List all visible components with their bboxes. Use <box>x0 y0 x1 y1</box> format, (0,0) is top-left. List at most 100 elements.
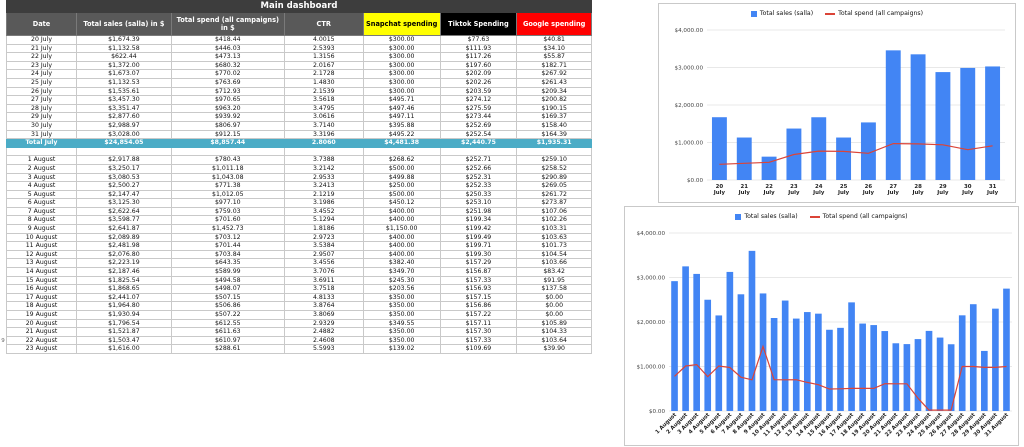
table-cell[interactable]: $199.34 <box>439 215 518 226</box>
empty-cell[interactable] <box>6 146 77 157</box>
table-cell[interactable]: $157.11 <box>439 318 518 329</box>
table-cell[interactable]: $2,441.07 <box>76 292 172 303</box>
table-cell[interactable]: $400.00 <box>362 215 441 226</box>
table-cell[interactable]: 3.8764 <box>283 301 364 311</box>
table-cell[interactable]: $400.00 <box>362 249 441 260</box>
table-cell[interactable]: $2,089.89 <box>76 232 172 243</box>
table-cell[interactable]: $712.93 <box>170 86 285 97</box>
table-cell[interactable]: $400.00 <box>362 232 441 243</box>
table-cell[interactable]: $2,187.46 <box>76 267 172 277</box>
table-cell[interactable]: $139.02 <box>362 344 441 354</box>
table-cell[interactable]: 1 August <box>6 155 77 165</box>
table-cell[interactable]: 2 August <box>6 163 77 174</box>
table-cell[interactable]: $495.71 <box>362 95 441 105</box>
table-cell[interactable]: $156.86 <box>439 301 518 311</box>
table-cell[interactable]: $169.37 <box>516 112 592 122</box>
table-cell[interactable]: $137.58 <box>516 284 592 294</box>
table-cell[interactable]: $2,877.60 <box>76 112 172 122</box>
header-google[interactable]: Google spending <box>516 12 592 36</box>
table-cell[interactable]: $300.00 <box>362 60 441 71</box>
table-cell[interactable]: 4.0015 <box>283 35 364 45</box>
table-cell[interactable]: $500.00 <box>362 163 441 174</box>
table-cell[interactable]: 4.8133 <box>283 292 364 303</box>
table-cell[interactable]: 3.2142 <box>283 163 364 174</box>
table-cell[interactable]: $269.05 <box>516 181 592 191</box>
table-cell[interactable]: 2.5393 <box>283 43 364 54</box>
table-cell[interactable]: 2.4608 <box>283 335 364 346</box>
table-cell[interactable]: $350.00 <box>362 292 441 303</box>
table-cell[interactable]: $197.60 <box>439 60 518 71</box>
table-cell[interactable]: 3.7518 <box>283 284 364 294</box>
table-cell[interactable]: $3,125.30 <box>76 198 172 208</box>
table-cell[interactable]: $203.56 <box>362 284 441 294</box>
table-cell[interactable]: $350.00 <box>362 310 441 320</box>
table-cell[interactable]: $261.43 <box>516 77 592 88</box>
table-cell[interactable]: $111.93 <box>439 43 518 54</box>
table-cell[interactable]: 3.4795 <box>283 103 364 114</box>
table-cell[interactable]: $203.59 <box>439 86 518 97</box>
table-cell[interactable]: $912.15 <box>170 129 285 140</box>
table-cell[interactable]: 12 August <box>6 249 77 260</box>
table-cell[interactable]: $252.54 <box>439 129 518 140</box>
table-cell[interactable]: $763.69 <box>170 77 285 88</box>
table-cell[interactable]: $156.93 <box>439 284 518 294</box>
table-cell[interactable]: $1,043.08 <box>170 172 285 183</box>
empty-cell[interactable] <box>76 146 172 157</box>
table-cell[interactable]: $1,535.61 <box>76 86 172 97</box>
table-cell[interactable]: 16 August <box>6 284 77 294</box>
header-snapchat[interactable]: Snapchat spending <box>362 12 441 36</box>
table-cell[interactable]: $157.29 <box>439 258 518 269</box>
total-cell[interactable]: $24,854.05 <box>76 138 172 148</box>
table-cell[interactable]: $268.62 <box>362 155 441 165</box>
table-cell[interactable]: $1,132.53 <box>76 77 172 88</box>
table-cell[interactable]: $258.52 <box>516 163 592 174</box>
total-cell[interactable]: $1,935.31 <box>516 138 592 148</box>
table-cell[interactable]: $473.13 <box>170 52 285 62</box>
table-cell[interactable]: $102.26 <box>516 215 592 226</box>
table-cell[interactable]: $259.10 <box>516 155 592 165</box>
table-cell[interactable]: $643.35 <box>170 258 285 269</box>
table-cell[interactable]: 3.7388 <box>283 155 364 165</box>
table-cell[interactable]: $251.98 <box>439 206 518 217</box>
table-cell[interactable]: $55.87 <box>516 52 592 62</box>
table-cell[interactable]: $1,150.00 <box>362 224 441 234</box>
table-cell[interactable]: 3.4556 <box>283 258 364 269</box>
empty-cell[interactable] <box>283 146 364 157</box>
table-cell[interactable]: $495.22 <box>362 129 441 140</box>
table-cell[interactable]: $104.54 <box>516 249 592 260</box>
table-cell[interactable]: $622.44 <box>76 52 172 62</box>
table-cell[interactable]: $2,223.19 <box>76 258 172 269</box>
table-cell[interactable]: $40.81 <box>516 35 592 45</box>
table-cell[interactable]: $109.69 <box>439 344 518 354</box>
table-cell[interactable]: $494.58 <box>170 275 285 286</box>
table-cell[interactable]: $498.07 <box>170 284 285 294</box>
table-cell[interactable]: $506.86 <box>170 301 285 311</box>
table-cell[interactable]: $199.49 <box>439 232 518 243</box>
table-cell[interactable]: $200.82 <box>516 95 592 105</box>
table-cell[interactable]: $3,250.17 <box>76 163 172 174</box>
table-cell[interactable]: $105.89 <box>516 318 592 329</box>
table-cell[interactable]: $349.55 <box>362 318 441 329</box>
table-cell[interactable]: $157.30 <box>439 327 518 337</box>
table-cell[interactable]: 3.6911 <box>283 275 364 286</box>
table-cell[interactable]: $507.15 <box>170 292 285 303</box>
table-cell[interactable]: $209.34 <box>516 86 592 97</box>
table-cell[interactable]: 2.1728 <box>283 69 364 79</box>
table-cell[interactable]: $963.20 <box>170 103 285 114</box>
table-cell[interactable]: $300.00 <box>362 35 441 45</box>
table-cell[interactable]: $499.88 <box>362 172 441 183</box>
table-cell[interactable]: $107.06 <box>516 206 592 217</box>
table-cell[interactable]: $199.71 <box>439 241 518 251</box>
july-chart[interactable]: Total sales (salla) Total spend (all cam… <box>658 3 1016 203</box>
table-cell[interactable]: $2,917.88 <box>76 155 172 165</box>
table-cell[interactable]: 17 August <box>6 292 77 303</box>
table-cell[interactable]: 3.7140 <box>283 120 364 131</box>
table-cell[interactable]: $1,964.80 <box>76 301 172 311</box>
table-cell[interactable]: 4 August <box>6 181 77 191</box>
table-cell[interactable]: $350.00 <box>362 327 441 337</box>
table-cell[interactable]: $400.00 <box>362 241 441 251</box>
table-cell[interactable]: $382.40 <box>362 258 441 269</box>
table-cell[interactable]: 1.8186 <box>283 224 364 234</box>
dashboard-title[interactable]: Main dashboard <box>6 0 592 13</box>
table-cell[interactable]: 3.4552 <box>283 206 364 217</box>
